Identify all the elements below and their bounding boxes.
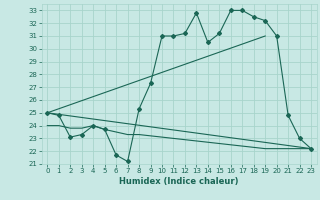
X-axis label: Humidex (Indice chaleur): Humidex (Indice chaleur) xyxy=(119,177,239,186)
